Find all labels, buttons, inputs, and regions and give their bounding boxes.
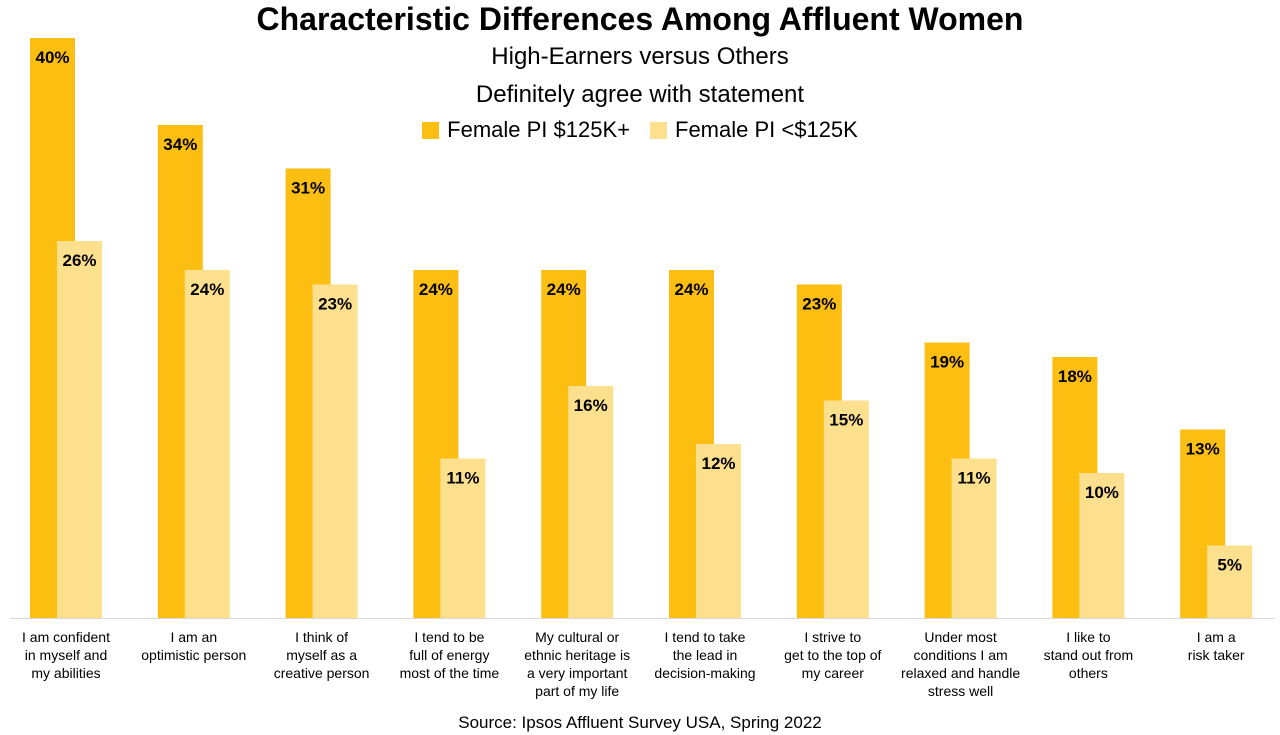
- data-label-high-6: 23%: [802, 295, 836, 314]
- data-label-high-7: 19%: [930, 353, 964, 372]
- bar-low-4: [568, 386, 614, 618]
- category-label: My cultural or ethnic heritage is a very…: [524, 629, 631, 699]
- chart-subtitle-2: Definitely agree with statement: [475, 81, 805, 108]
- data-label-high-8: 18%: [1058, 367, 1092, 386]
- data-label-high-2: 31%: [291, 179, 325, 198]
- data-label-low-5: 12%: [701, 454, 735, 473]
- data-label-low-2: 23%: [318, 295, 352, 314]
- bar-low-6: [823, 400, 869, 618]
- data-label-high-1: 34%: [163, 135, 197, 154]
- bar-low-8: [1079, 473, 1125, 618]
- category-label: I am confident in myself and my abilitie…: [22, 629, 110, 681]
- source-note: Source: Ipsos Affluent Survey USA, Sprin…: [458, 713, 822, 732]
- category-label: I tend to take the lead in decision-maki…: [654, 629, 756, 681]
- data-label-low-4: 16%: [574, 396, 608, 415]
- category-label: I am a risk taker: [1187, 629, 1245, 663]
- bar-low-2: [312, 284, 358, 618]
- category-label: I tend to be full of energy most of the …: [399, 629, 500, 681]
- chart-title: Characteristic Differences Among Affluen…: [256, 1, 1024, 37]
- data-label-low-6: 15%: [829, 411, 863, 430]
- category-label: I like to stand out from others: [1043, 629, 1134, 681]
- bar-low-3: [440, 458, 486, 618]
- bar-low-9: [1207, 545, 1253, 618]
- bar-low-7: [951, 458, 997, 618]
- data-label-high-5: 24%: [674, 280, 708, 299]
- category-label: I am an optimistic person: [141, 629, 247, 663]
- chart-subtitle: High-Earners versus Others: [491, 43, 789, 70]
- category-label: Under most conditions I am relaxed and h…: [901, 629, 1021, 699]
- bar-low-5: [696, 444, 741, 618]
- legend-swatch-high: [422, 121, 440, 139]
- legend-item-low: Female PI <$125K: [650, 117, 858, 143]
- legend-label-low: Female PI <$125K: [675, 117, 858, 142]
- bar-low-0: [57, 241, 102, 618]
- data-label-low-0: 26%: [62, 251, 96, 270]
- category-label: I strive to get to the top of my career: [784, 629, 882, 681]
- data-label-low-1: 24%: [190, 280, 224, 299]
- data-label-high-9: 13%: [1186, 440, 1220, 459]
- legend-swatch-low: [650, 121, 667, 139]
- legend-item-high: Female PI $125K+: [422, 117, 630, 143]
- legend-label-high: Female PI $125K+: [447, 117, 630, 142]
- data-label-low-7: 11%: [958, 469, 991, 488]
- data-label-high-4: 24%: [547, 280, 581, 299]
- data-label-low-8: 10%: [1085, 483, 1119, 502]
- legend: Female PI $125K+ Female PI <$125K: [0, 117, 1280, 143]
- bar-low-1: [184, 270, 230, 618]
- data-label-low-3: 11%: [446, 469, 479, 488]
- category-label: I think of myself as a creative person: [273, 629, 370, 681]
- data-label-low-9: 5%: [1217, 556, 1242, 575]
- data-label-high-0: 40%: [35, 48, 69, 67]
- data-label-high-3: 24%: [419, 280, 453, 299]
